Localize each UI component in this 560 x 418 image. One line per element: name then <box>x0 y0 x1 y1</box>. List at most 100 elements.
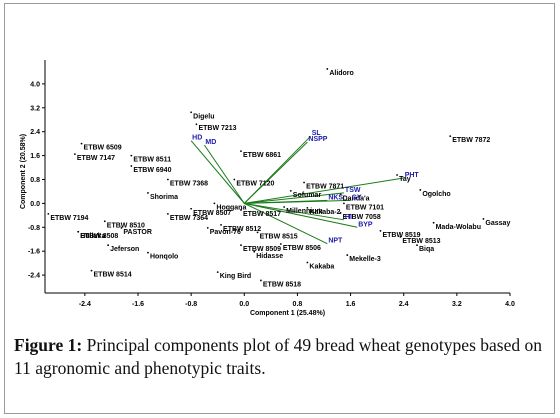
genotype-label: Shorima <box>150 194 178 201</box>
genotype-point <box>47 212 50 215</box>
x-tick-label: 2.4 <box>399 301 409 308</box>
genotype-label: Alidoro <box>329 70 354 77</box>
genotype-point <box>147 192 149 194</box>
trait-vector <box>204 144 245 204</box>
genotype-label: King Bird <box>220 273 252 280</box>
genotype-point <box>103 220 106 223</box>
genotype-label: Hoggana <box>216 204 246 211</box>
genotype-label: Kakaba-2 <box>309 209 340 216</box>
trait-vector <box>190 140 245 204</box>
genotype-point <box>432 221 435 224</box>
genotype-label: Mada-Wolabu <box>436 224 481 231</box>
genotype-label: ETBW 7872 <box>452 137 490 144</box>
genotype-point <box>166 212 169 215</box>
genotype-point <box>190 207 193 210</box>
trait-label: NKS <box>328 194 343 201</box>
trait-vector <box>244 192 344 204</box>
genotype-point <box>306 206 309 209</box>
genotype-point <box>107 244 110 247</box>
genotype-label: ETBW 8513 <box>402 238 440 245</box>
x-tick-label: 1.6 <box>346 301 356 308</box>
genotype-point <box>256 231 259 234</box>
genotype-points: Alidoro Digelu ETBW 7213 ETBW 7872 ETBW 6509… <box>47 68 510 288</box>
genotype-point <box>240 244 242 247</box>
genotype-point <box>206 226 209 229</box>
genotype-label: Pavon-76 <box>210 229 241 236</box>
genotype-label: ETBW 6940 <box>133 167 171 174</box>
figure-frame <box>4 3 555 414</box>
genotype-point <box>419 189 422 191</box>
genotype-point <box>289 189 292 192</box>
genotype-label: ETBW 8508 <box>80 233 118 240</box>
x-tick-label: 3.2 <box>452 301 462 308</box>
genotype-label: Kakaba <box>309 264 334 271</box>
genotype-label: Millennium <box>286 208 323 215</box>
genotype-point <box>240 209 242 211</box>
genotype-label: ETBW 8515 <box>260 233 298 240</box>
genotype-point <box>147 251 149 254</box>
genotype-point <box>90 269 93 272</box>
genotype-label: Tay <box>399 176 411 183</box>
trait-label: NPT <box>328 238 343 245</box>
trait-vectors <box>190 135 404 245</box>
trait-label: HI <box>345 214 352 221</box>
genotype-point <box>339 212 342 214</box>
genotype-point <box>130 154 133 157</box>
genotype-point <box>482 218 485 220</box>
genotype-point <box>213 202 216 205</box>
genotype-label: Jeferson <box>110 246 139 253</box>
genotype-label: ETBW 7147 <box>77 155 115 162</box>
trait-label: MD <box>205 139 216 146</box>
genotype-point <box>303 181 305 184</box>
pca-biplot: -2.4 -1.6 -0.8 0.0 0.8 1.6 2.4 3.2 4.0 4.0 3.2 2.4 1… <box>20 60 515 317</box>
genotype-point <box>449 135 452 138</box>
genotype-label: ETBW 8518 <box>263 281 301 288</box>
genotype-point <box>379 229 382 232</box>
genotype-label: PASTOR <box>123 229 152 236</box>
genotype-point <box>343 202 345 205</box>
trait-label: HD <box>192 135 202 142</box>
x-tick-label: -0.8 <box>185 301 197 308</box>
genotype-label: Biqa <box>419 246 434 253</box>
genotype-label: Honqolo <box>150 254 178 261</box>
genotype-point <box>166 178 169 181</box>
genotype-label: ETBW 7194 <box>50 215 88 222</box>
genotype-point <box>253 250 256 253</box>
genotype-point <box>120 226 123 229</box>
trait-label: GY <box>352 194 362 201</box>
genotype-label: Ogolcho <box>422 191 450 198</box>
genotype-point <box>326 68 329 70</box>
genotype-point <box>130 165 133 167</box>
x-tick-label: 0.8 <box>293 301 303 308</box>
genotype-point <box>220 223 222 226</box>
y-tick-label: -2.4 <box>28 273 40 280</box>
y-tick-label: 2.4 <box>30 129 40 136</box>
genotype-point <box>77 230 80 233</box>
genotype-label: Danda'a <box>343 195 370 202</box>
genotype-point <box>396 174 398 176</box>
trait-vector <box>243 141 308 204</box>
trait-label: NSPP <box>308 136 327 143</box>
genotype-point <box>279 243 282 245</box>
trait-label: TSW <box>345 187 361 194</box>
trait-label: PHT <box>405 172 420 179</box>
y-tick-label: -1.6 <box>28 249 40 256</box>
genotype-label: ETBW 8506 <box>283 245 321 252</box>
axes-group: -2.4 -1.6 -0.8 0.0 0.8 1.6 2.4 3.2 4.0 4.0 3.2 2.4 1… <box>28 60 515 308</box>
genotype-label: ETBW 6861 <box>243 152 281 159</box>
genotype-label: ETBW 8511 <box>133 157 171 164</box>
caption-text: Principal components plot of 49 bread wh… <box>14 335 542 378</box>
genotype-label: ETBW 8512 <box>223 226 261 233</box>
figure-caption: Figure 1: Principal components plot of 4… <box>14 334 544 380</box>
x-tick-label: -2.4 <box>79 301 91 308</box>
genotype-label: Gassay <box>485 220 510 227</box>
genotype-label: ETBW 6509 <box>84 145 122 152</box>
trait-vector <box>244 202 345 221</box>
genotype-label: ETBW 7101 <box>346 204 384 211</box>
genotype-label: ETBW 8519 <box>382 232 420 239</box>
trait-vector <box>244 199 351 204</box>
genotype-label: ETBW 7871 <box>306 183 344 190</box>
x-tick-label: 4.0 <box>505 301 515 308</box>
genotype-point <box>399 235 402 238</box>
